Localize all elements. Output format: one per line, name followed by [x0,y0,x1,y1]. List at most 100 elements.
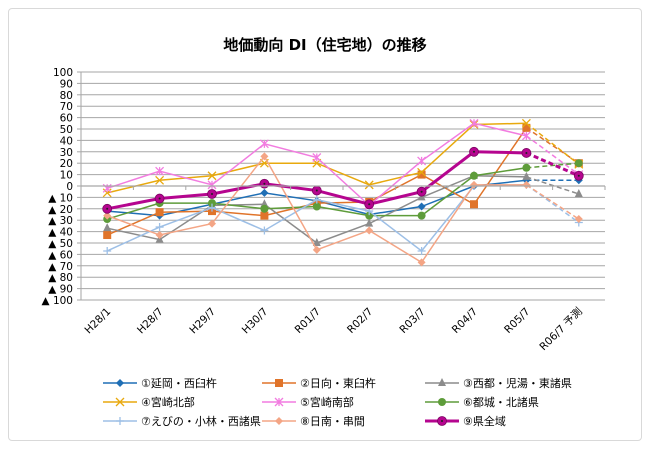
data-point [312,202,321,211]
data-point [522,180,531,189]
data-point [365,226,374,235]
y-tick-label: ▲ 10 [48,192,73,204]
legend-item: ⑧日南・串間 [262,415,365,428]
data-point [259,139,269,149]
series-8 [103,152,583,267]
forecast-line [525,184,580,220]
legend-marker [115,397,125,407]
series-6 [103,159,583,224]
legend-marker [275,417,283,425]
y-tick-label: ▲ 70 [48,261,73,273]
data-point [312,153,322,162]
data-point [103,223,112,232]
data-point [522,163,531,172]
y-tick-label: 100 [53,67,73,79]
x-tick-label: R01/7 [293,306,323,336]
data-point-dot [263,182,266,185]
forecast-line [525,122,580,165]
legend-marker [438,398,446,406]
data-point [365,218,374,227]
data-point-dot [577,174,580,177]
data-point [260,211,269,220]
y-tick-label: ▲ 50 [48,238,73,250]
y-tick-label: 30 [60,147,73,159]
y-tick-label: 20 [60,158,73,170]
forecast-line [526,162,579,169]
data-point [417,258,426,267]
series-7 [103,180,583,255]
legend-label: ⑨県全域 [463,414,506,428]
data-point [208,199,216,208]
data-point [208,203,216,212]
y-tick-label: 40 [60,135,73,147]
data-point [470,171,478,180]
data-point [260,152,269,161]
forecast-line [525,151,580,178]
data-point [521,131,531,141]
series-9 [102,146,584,214]
data-point [470,180,478,189]
x-tick-label: R02/7 [345,306,375,336]
data-point [417,156,427,166]
data-point [417,211,426,220]
y-tick-label: 80 [60,90,73,102]
legend-marker [274,397,284,407]
data-point [103,231,112,240]
data-point [260,188,269,197]
data-point-dot [158,197,161,200]
data-point [260,226,269,235]
data-point-dot [420,190,423,193]
data-point [155,223,164,232]
data-point [155,231,164,240]
data-point-dot [368,203,371,206]
data-point [521,118,531,128]
data-point [155,208,164,217]
data-point [574,188,583,197]
legend-label: ③西都・児湯・東諸県 [463,376,572,390]
legend-marker [116,379,124,387]
data-point [312,245,321,254]
data-point [103,211,112,220]
y-tick-label: ▲ 60 [48,249,73,261]
data-point [574,215,583,224]
data-point-dot [211,192,213,195]
legend-item: ②日向・東臼杵 [262,376,376,390]
forecast-line [525,127,580,164]
x-tick-label: R03/7 [397,306,427,336]
legend-item: ⑨県全域 [425,414,506,428]
data-point [522,123,531,132]
legend-label: ⑧日南・串間 [300,415,365,428]
data-point [470,200,478,209]
y-tick-label: 70 [60,101,73,113]
x-tick-label: R04/7 [450,306,480,336]
data-point [260,204,269,213]
forecast-line [525,135,580,176]
data-point [364,180,374,190]
y-tick-label: 10 [60,170,73,182]
legend-marker [116,417,124,425]
legend-label: ②日向・東臼杵 [300,376,376,390]
x-tick-label: H29/7 [187,306,218,337]
data-point-dot [106,207,109,210]
legend-item: ⑤宮崎南部 [262,395,354,409]
y-tick-label: ▲ 40 [48,227,73,239]
legend-item: ④宮崎北部 [103,395,195,409]
data-point-dot [473,150,475,153]
chart-frame [8,8,642,441]
data-point [103,246,112,255]
data-point [155,175,165,185]
data-point [574,159,583,168]
x-tick-label: R05/7 [502,306,532,336]
x-tick-label: H28/7 [135,306,166,337]
data-point [417,167,427,177]
x-tick-label: H30/7 [240,306,271,337]
legend-item: ⑦えびの・小林・西諸県 [103,414,261,428]
y-tick-label: ▲ 30 [48,215,73,227]
series-line [106,127,528,236]
y-tick-label: ▲ 90 [48,284,73,296]
data-point [469,118,479,128]
legend-label: ⑥都城・北諸県 [463,395,539,409]
data-point [208,219,216,228]
data-point [312,195,321,204]
